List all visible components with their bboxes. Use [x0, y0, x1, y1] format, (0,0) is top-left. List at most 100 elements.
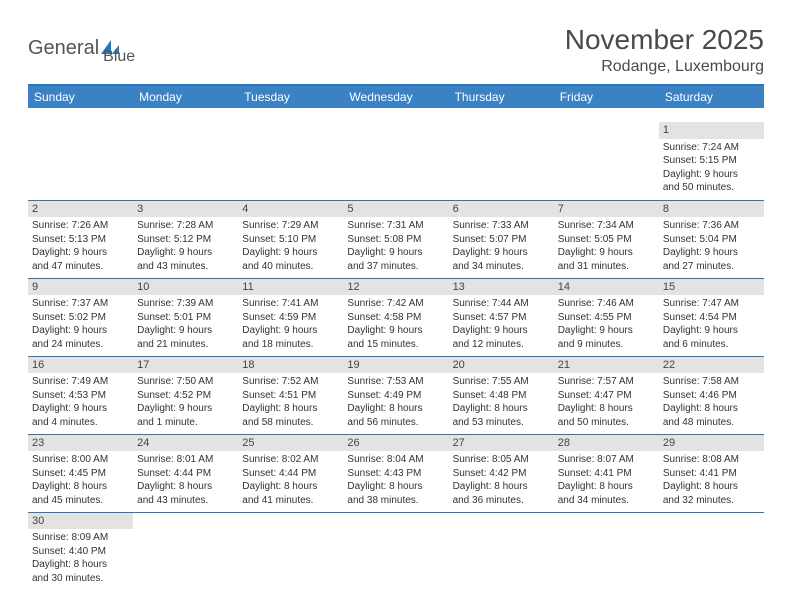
- calendar-cell: 30Sunrise: 8:09 AMSunset: 4:40 PMDayligh…: [28, 512, 133, 590]
- spacer-cell: [659, 108, 764, 122]
- sunset-text: Sunset: 5:02 PM: [32, 311, 129, 325]
- daylight-text: and 31 minutes.: [558, 260, 655, 274]
- sunset-text: Sunset: 4:54 PM: [663, 311, 760, 325]
- calendar-cell: 14Sunrise: 7:46 AMSunset: 4:55 PMDayligh…: [554, 278, 659, 356]
- daylight-text: Daylight: 9 hours: [242, 246, 339, 260]
- weekday-header-row: Sunday Monday Tuesday Wednesday Thursday…: [28, 86, 764, 108]
- day-number: 1: [659, 122, 764, 139]
- sunset-text: Sunset: 4:53 PM: [32, 389, 129, 403]
- day-number: 29: [659, 435, 764, 452]
- day-number: 6: [449, 201, 554, 218]
- sunset-text: Sunset: 5:15 PM: [663, 154, 760, 168]
- calendar-cell: 19Sunrise: 7:53 AMSunset: 4:49 PMDayligh…: [343, 356, 448, 434]
- sunset-text: Sunset: 4:44 PM: [137, 467, 234, 481]
- daylight-text: Daylight: 8 hours: [663, 480, 760, 494]
- sunrise-text: Sunrise: 7:24 AM: [663, 141, 760, 155]
- day-number: 18: [238, 357, 343, 374]
- sunrise-text: Sunrise: 7:42 AM: [347, 297, 444, 311]
- sunset-text: Sunset: 5:04 PM: [663, 233, 760, 247]
- weekday-header: Monday: [133, 86, 238, 108]
- calendar-cell: [238, 512, 343, 590]
- sunrise-text: Sunrise: 7:55 AM: [453, 375, 550, 389]
- day-number: 20: [449, 357, 554, 374]
- daylight-text: and 15 minutes.: [347, 338, 444, 352]
- daylight-text: and 47 minutes.: [32, 260, 129, 274]
- calendar-cell: [133, 122, 238, 200]
- daylight-text: and 53 minutes.: [453, 416, 550, 430]
- sunset-text: Sunset: 5:01 PM: [137, 311, 234, 325]
- daylight-text: and 37 minutes.: [347, 260, 444, 274]
- daylight-text: and 38 minutes.: [347, 494, 444, 508]
- sunrise-text: Sunrise: 7:44 AM: [453, 297, 550, 311]
- day-number: 7: [554, 201, 659, 218]
- daylight-text: Daylight: 9 hours: [137, 324, 234, 338]
- sunset-text: Sunset: 5:10 PM: [242, 233, 339, 247]
- daylight-text: and 58 minutes.: [242, 416, 339, 430]
- day-number: 24: [133, 435, 238, 452]
- sunrise-text: Sunrise: 7:41 AM: [242, 297, 339, 311]
- calendar-cell: 23Sunrise: 8:00 AMSunset: 4:45 PMDayligh…: [28, 434, 133, 512]
- calendar-cell: 3Sunrise: 7:28 AMSunset: 5:12 PMDaylight…: [133, 200, 238, 278]
- daylight-text: Daylight: 9 hours: [137, 402, 234, 416]
- sunset-text: Sunset: 5:12 PM: [137, 233, 234, 247]
- daylight-text: Daylight: 9 hours: [558, 246, 655, 260]
- daylight-text: Daylight: 9 hours: [137, 246, 234, 260]
- calendar-cell: 9Sunrise: 7:37 AMSunset: 5:02 PMDaylight…: [28, 278, 133, 356]
- day-number: 5: [343, 201, 448, 218]
- sunset-text: Sunset: 4:55 PM: [558, 311, 655, 325]
- day-number: 10: [133, 279, 238, 296]
- daylight-text: Daylight: 8 hours: [347, 402, 444, 416]
- day-details: Sunrise: 7:50 AMSunset: 4:52 PMDaylight:…: [133, 373, 238, 433]
- location: Rodange, Luxembourg: [565, 58, 764, 76]
- sunrise-text: Sunrise: 8:04 AM: [347, 453, 444, 467]
- daylight-text: and 32 minutes.: [663, 494, 760, 508]
- calendar-cell: 25Sunrise: 8:02 AMSunset: 4:44 PMDayligh…: [238, 434, 343, 512]
- daylight-text: and 18 minutes.: [242, 338, 339, 352]
- sunrise-text: Sunrise: 7:50 AM: [137, 375, 234, 389]
- sunset-text: Sunset: 4:45 PM: [32, 467, 129, 481]
- daylight-text: and 34 minutes.: [453, 260, 550, 274]
- daylight-text: and 50 minutes.: [558, 416, 655, 430]
- sunrise-text: Sunrise: 8:07 AM: [558, 453, 655, 467]
- calendar-cell: 18Sunrise: 7:52 AMSunset: 4:51 PMDayligh…: [238, 356, 343, 434]
- day-details: Sunrise: 7:34 AMSunset: 5:05 PMDaylight:…: [554, 217, 659, 277]
- sunset-text: Sunset: 4:58 PM: [347, 311, 444, 325]
- weekday-header: Thursday: [449, 86, 554, 108]
- day-number: 8: [659, 201, 764, 218]
- daylight-text: and 21 minutes.: [137, 338, 234, 352]
- daylight-text: and 50 minutes.: [663, 181, 760, 195]
- calendar-cell: 8Sunrise: 7:36 AMSunset: 5:04 PMDaylight…: [659, 200, 764, 278]
- sunrise-text: Sunrise: 7:53 AM: [347, 375, 444, 389]
- daylight-text: Daylight: 9 hours: [242, 324, 339, 338]
- calendar-cell: 27Sunrise: 8:05 AMSunset: 4:42 PMDayligh…: [449, 434, 554, 512]
- calendar-cell: 22Sunrise: 7:58 AMSunset: 4:46 PMDayligh…: [659, 356, 764, 434]
- daylight-text: Daylight: 9 hours: [663, 246, 760, 260]
- calendar-cell: 24Sunrise: 8:01 AMSunset: 4:44 PMDayligh…: [133, 434, 238, 512]
- daylight-text: Daylight: 9 hours: [663, 324, 760, 338]
- sunrise-text: Sunrise: 7:36 AM: [663, 219, 760, 233]
- sunset-text: Sunset: 5:08 PM: [347, 233, 444, 247]
- daylight-text: and 6 minutes.: [663, 338, 760, 352]
- calendar-cell: [28, 122, 133, 200]
- sunrise-text: Sunrise: 7:33 AM: [453, 219, 550, 233]
- day-number: 28: [554, 435, 659, 452]
- calendar-row: 23Sunrise: 8:00 AMSunset: 4:45 PMDayligh…: [28, 434, 764, 512]
- day-number: 2: [28, 201, 133, 218]
- daylight-text: and 43 minutes.: [137, 494, 234, 508]
- day-details: Sunrise: 7:52 AMSunset: 4:51 PMDaylight:…: [238, 373, 343, 433]
- day-number: 14: [554, 279, 659, 296]
- sunrise-text: Sunrise: 7:26 AM: [32, 219, 129, 233]
- daylight-text: Daylight: 9 hours: [663, 168, 760, 182]
- day-details: Sunrise: 7:31 AMSunset: 5:08 PMDaylight:…: [343, 217, 448, 277]
- day-details: Sunrise: 8:07 AMSunset: 4:41 PMDaylight:…: [554, 451, 659, 511]
- daylight-text: and 9 minutes.: [558, 338, 655, 352]
- calendar-row: 2Sunrise: 7:26 AMSunset: 5:13 PMDaylight…: [28, 200, 764, 278]
- calendar-cell: 13Sunrise: 7:44 AMSunset: 4:57 PMDayligh…: [449, 278, 554, 356]
- weekday-header: Sunday: [28, 86, 133, 108]
- calendar-cell: 2Sunrise: 7:26 AMSunset: 5:13 PMDaylight…: [28, 200, 133, 278]
- sunset-text: Sunset: 4:42 PM: [453, 467, 550, 481]
- calendar-cell: 11Sunrise: 7:41 AMSunset: 4:59 PMDayligh…: [238, 278, 343, 356]
- daylight-text: and 1 minute.: [137, 416, 234, 430]
- day-details: Sunrise: 7:41 AMSunset: 4:59 PMDaylight:…: [238, 295, 343, 355]
- daylight-text: Daylight: 8 hours: [242, 480, 339, 494]
